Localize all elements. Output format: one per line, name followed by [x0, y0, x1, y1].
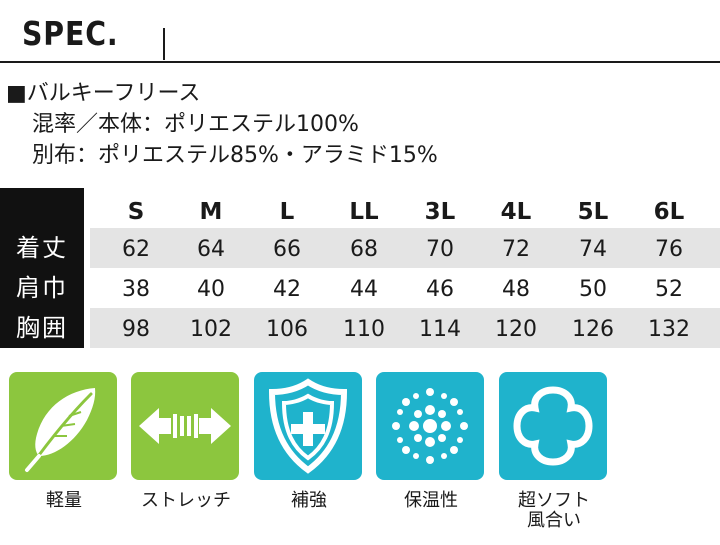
- table-cell: 98: [122, 317, 150, 342]
- feature-label: ストレッチ: [141, 490, 231, 511]
- table-cell: 68: [350, 237, 378, 262]
- table-cell: 40: [197, 277, 225, 302]
- feature-super-soft: 超ソフト 風合い: [499, 372, 609, 531]
- table-cell: 44: [350, 277, 378, 302]
- feature-label: 超ソフト 風合い: [518, 490, 590, 531]
- table-cell: 106: [266, 317, 308, 342]
- table-cell: 66: [273, 237, 301, 262]
- feature-label: 補強: [291, 490, 327, 511]
- feather-icon: [25, 388, 96, 472]
- size-header: 5L: [577, 199, 609, 225]
- soft-clover-icon: [513, 386, 593, 466]
- feature-warmth: 保温性: [376, 372, 486, 511]
- table-cell: 70: [426, 237, 454, 262]
- size-header: 4L: [500, 199, 532, 225]
- row-label-length: 着丈: [16, 234, 68, 262]
- row-label-shoulder: 肩巾: [16, 274, 68, 302]
- table-cell: 76: [655, 237, 683, 262]
- feature-lightweight: 軽量: [9, 372, 119, 511]
- size-header: 3L: [424, 199, 456, 225]
- row-label-column: 着丈 肩巾 胸囲: [0, 188, 84, 348]
- feature-stretch: ストレッチ: [131, 372, 241, 511]
- table-cell: 64: [197, 237, 225, 262]
- header-divider: [163, 28, 165, 60]
- feature-tile: [499, 372, 607, 480]
- table-row-chest: [90, 308, 720, 348]
- table-cell: 50: [579, 277, 607, 302]
- feature-label: 軽量: [46, 490, 82, 511]
- size-header: L: [279, 199, 295, 225]
- size-header: S: [127, 199, 145, 225]
- material-main: 混率／本体：ポリエステル100%: [32, 112, 359, 137]
- feature-reinforced: 補強: [254, 372, 364, 511]
- feature-tile: [9, 372, 117, 480]
- warmth-dots-icon: [392, 388, 468, 464]
- table-cell: 126: [572, 317, 614, 342]
- table-cell: 102: [190, 317, 232, 342]
- size-header: M: [199, 199, 223, 225]
- product-name: ■バルキーフリース: [6, 81, 201, 106]
- table-cell: 62: [122, 237, 150, 262]
- table-cell: 74: [579, 237, 607, 262]
- feature-tile: [254, 372, 362, 480]
- feature-tile: [376, 372, 484, 480]
- table-row-length: [90, 228, 720, 268]
- table-cell: 110: [343, 317, 385, 342]
- spec-description: ■バルキーフリース 混率／本体：ポリエステル100% 別布：ポリエステル85%・…: [6, 78, 438, 171]
- size-table: 着丈 肩巾 胸囲 S M L LL 3L 4L 5L 6L 62 64 66 6…: [0, 188, 720, 348]
- table-cell: 132: [648, 317, 690, 342]
- header-underline: [0, 61, 720, 63]
- table-cell: 46: [426, 277, 454, 302]
- feature-label: 保温性: [404, 490, 458, 511]
- table-cell: 52: [655, 277, 683, 302]
- page-title: SPEC.: [22, 14, 119, 53]
- feature-tile: [131, 372, 239, 480]
- table-cell: 48: [502, 277, 530, 302]
- table-cell: 114: [419, 317, 461, 342]
- table-cell: 42: [273, 277, 301, 302]
- stretch-arrows-icon: [139, 408, 231, 444]
- table-cell: 72: [502, 237, 530, 262]
- size-header: 6L: [653, 199, 685, 225]
- row-label-chest: 胸囲: [16, 314, 68, 342]
- material-sub: 別布：ポリエステル85%・アラミド15%: [32, 143, 438, 168]
- table-cell: 38: [122, 277, 150, 302]
- shield-icon: [268, 378, 348, 474]
- table-cell: 120: [495, 317, 537, 342]
- size-header: LL: [349, 199, 379, 225]
